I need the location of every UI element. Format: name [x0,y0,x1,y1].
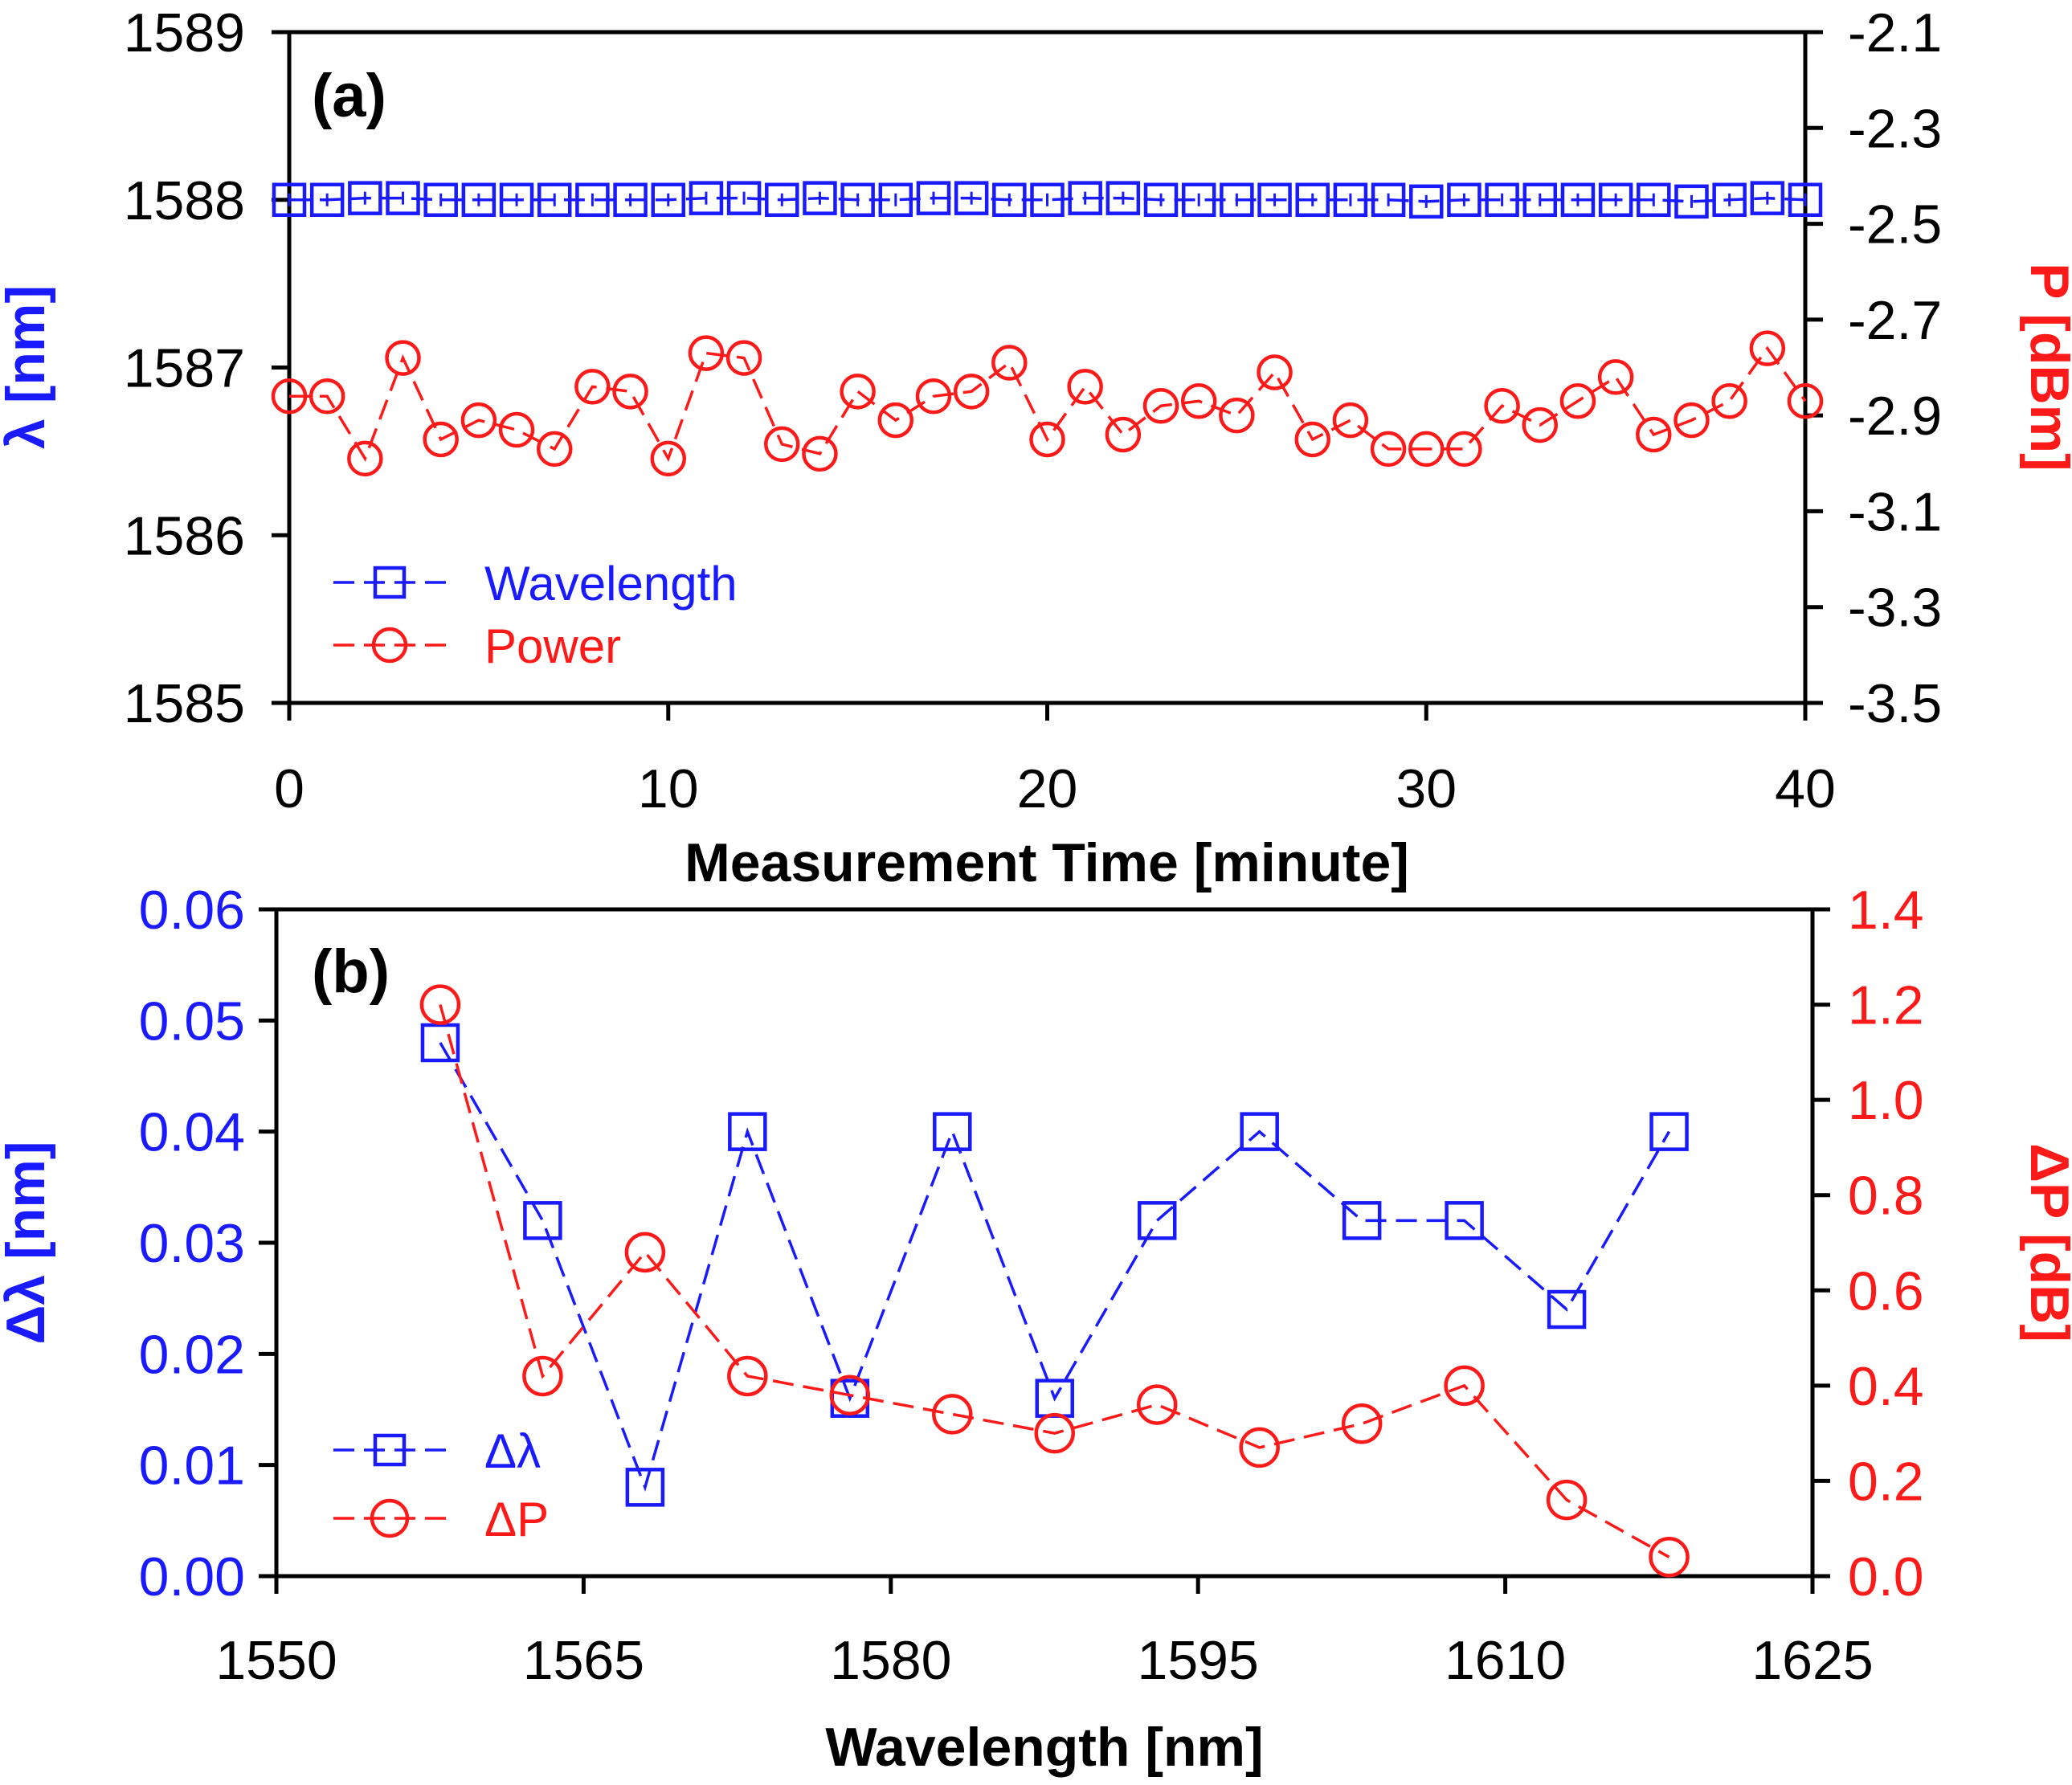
chart-figure: (a) Measurement Time [minute] λ [nm] P [… [0,0,2072,1785]
panel-a-x-tick-label: 20 [1017,758,1078,819]
panel-a-x-axis-title: Measurement Time [minute] [685,832,1409,893]
panel-a-x-tick-label: 40 [1775,758,1836,819]
panel-a-y-right-tick-label: -2.9 [1848,386,1942,447]
panel-b: (b) Wavelength [nm] Δλ [nm] ΔP [dB] 1550… [0,880,2072,1778]
panel-b-y-left-tick-label: 0.06 [139,880,245,941]
panel-a-circle-series-line [289,349,1805,459]
panel-a-power-point [1259,356,1291,388]
panel-a-y-left-tick-label: 1588 [124,170,245,231]
panel-a-legend-wavelength-label: Wavelength [484,557,738,611]
panel-a-power-point [615,375,647,407]
panel-b-legend-dp-label: ΔP [484,1493,549,1546]
panel-b-y-left-tick-label: 0.04 [139,1102,245,1163]
panel-a-power-point [1107,419,1139,451]
panel-b-x-axis-title: Wavelength [nm] [825,1717,1263,1778]
panel-a-y-right-tick-label: -3.1 [1848,481,1942,542]
panel-a-y-right-axis-title: P [dBm] [2019,263,2072,471]
panel-a-x-tick-label: 30 [1396,758,1457,819]
panel-b-series [422,986,1688,1576]
panel-b-x-tick-label: 1550 [215,1630,337,1691]
panel-b-y-left-tick-label: 0.00 [139,1546,245,1607]
panel-b-x-tick-label: 1595 [1138,1630,1259,1691]
panel-b-label: (b) [312,937,390,1006]
panel-b-y-right-tick-label: 0.4 [1848,1356,1924,1417]
panel-b-legend-dlambda-label: Δλ [484,1424,541,1478]
panel-a-y-right-tick-label: -3.5 [1848,673,1942,734]
panel-b-y-left-axis-title: Δλ [nm] [0,1142,56,1345]
panel-b-y-left-tick-label: 0.05 [139,991,245,1052]
panel-a-power-point [842,375,874,407]
panel-b-power-point [1343,1405,1380,1442]
panel-a-y-left-tick-label: 1586 [124,505,245,566]
panel-a-label: (a) [312,62,386,130]
panel-a-x-tick-label: 10 [638,758,699,819]
panel-b-x-tick-label: 1625 [1751,1630,1873,1691]
panel-b-power-point [627,1234,664,1271]
panel-a-x-tick-label: 0 [274,758,304,819]
panel-b-y-right-tick-label: 1.0 [1848,1070,1924,1131]
panel-b-y-right-axis-title: ΔP [dB] [2019,1143,2072,1342]
panel-a-series [273,183,1821,475]
panel-a-power-point [1714,385,1746,417]
panel-b-y-right-tick-label: 0.8 [1848,1166,1924,1227]
panel-a-legend-power-label: Power [484,619,621,673]
panel-a-y-left-tick-label: 1589 [124,2,245,63]
panel-a-legend: Wavelength Power [333,557,738,673]
panel-b-y-right-tick-label: 0.2 [1848,1451,1924,1512]
panel-b-x-tick-label: 1565 [523,1630,644,1691]
panel-b-legend: Δλ ΔP [333,1424,549,1546]
panel-b-wavelength-point [525,1203,560,1238]
panel-b-y-right-tick-label: 0.6 [1848,1260,1924,1321]
panel-a-power-point [1220,399,1253,431]
panel-a-y-left-tick-label: 1585 [124,673,245,734]
panel-b-power-point [1138,1387,1175,1424]
panel-a-y-left-axis-title: λ [nm] [0,285,56,449]
panel-a-y-right-tick-label: -2.1 [1848,2,1942,63]
panel-b-square-series-line [440,1043,1669,1487]
panel-a-power-point [1069,370,1101,402]
panel-b-y-left-tick-label: 0.01 [139,1436,245,1497]
panel-a-y-right-tick-label: -3.3 [1848,578,1942,639]
panel-b-y-left-tick-label: 0.03 [139,1213,245,1274]
panel-b-y-left-tick-label: 0.02 [139,1324,245,1385]
panel-a-power-point [690,337,722,370]
panel-a-power-point [501,414,533,446]
panel-b-x-tick-label: 1580 [830,1630,951,1691]
panel-a-power-point [1600,361,1632,393]
panel-b-power-point [934,1395,971,1432]
panel-b-y-right-tick-label: 0.0 [1848,1546,1924,1607]
panel-a: (a) Measurement Time [minute] λ [nm] P [… [0,2,2072,893]
panel-a-y-right-tick-label: -2.5 [1848,194,1942,255]
panel-a-power-point [993,347,1025,379]
panel-b-wavelength-point [934,1114,970,1150]
panel-b-circle-series-line [440,1005,1669,1558]
panel-b-x-tick-label: 1610 [1445,1630,1566,1691]
panel-a-y-right-tick-label: -2.3 [1848,98,1942,159]
panel-a-power-point [1334,404,1367,436]
panel-b-y-right-tick-label: 1.2 [1848,975,1924,1036]
panel-a-y-right-tick-label: -2.7 [1848,290,1942,351]
panel-b-y-right-tick-label: 1.4 [1848,880,1924,941]
panel-a-y-left-tick-label: 1587 [124,338,245,399]
